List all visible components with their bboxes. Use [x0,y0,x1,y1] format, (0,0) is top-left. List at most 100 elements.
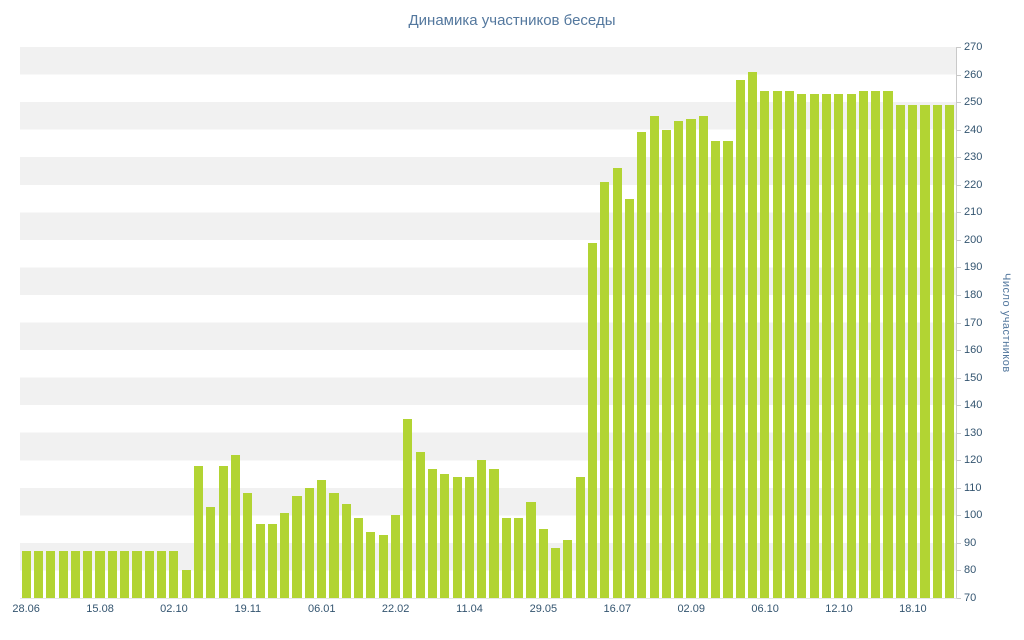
y-axis-tick-label: 170 [964,316,983,329]
x-axis-labels: 28.06 15.08 02.10 19.11 06.01 22.02 11.04 29.05… [12,603,956,619]
bar [883,91,893,598]
y-axis-tick [957,432,961,434]
y-axis-tick-label: 100 [964,509,983,522]
bar [181,570,191,598]
bar [514,518,524,598]
bar [920,104,930,598]
y-axis-tick [957,74,961,76]
bar [538,529,548,598]
bar [292,496,302,598]
y-axis-tick [957,157,961,159]
bar [711,140,721,598]
y-axis-tick [957,239,961,241]
bar [452,476,462,598]
bar [46,551,56,598]
y-axis-tick [957,350,961,352]
plot-area [20,47,957,599]
y-axis-tick-label: 180 [964,288,983,301]
bar [797,93,807,598]
bar [255,523,265,598]
bar [58,551,68,598]
bar [169,551,179,598]
bar [341,504,351,598]
y-axis-tick [957,405,961,407]
x-axis-tick-label: 22.02 [381,603,410,615]
bar [107,551,117,598]
bar [637,132,647,598]
y-axis-tick [957,487,961,489]
y-axis-tick [957,515,961,517]
y-axis-ticks [957,47,961,599]
bar [157,551,167,598]
y-axis-tick [957,47,961,48]
bar [70,551,80,598]
bar [218,465,228,598]
bar [895,104,905,598]
bar [390,515,401,598]
bar [821,93,832,598]
bar [243,493,253,598]
bar [600,182,610,598]
bar [735,80,745,598]
y-axis-tick-label: 120 [964,454,983,467]
bar [587,242,598,598]
bar [846,93,856,598]
bar [858,91,868,598]
y-axis-tick-label: 220 [964,178,983,191]
bar [501,518,511,598]
bar [317,479,327,598]
x-axis-tick-label: 15.08 [86,603,114,615]
y-axis-title: Число участников [1000,272,1012,373]
y-axis-tick-label: 80 [964,564,977,577]
bar [132,551,142,598]
bar [563,540,573,598]
y-axis-tick [957,212,961,214]
bar [304,487,314,598]
bar [378,534,388,598]
bar [230,454,241,598]
bar [144,551,154,598]
x-axis-tick-label: 12.10 [825,603,853,615]
y-axis-tick [957,294,961,296]
x-axis-tick-label: 28.06 [12,603,40,615]
y-axis-tick [957,267,961,269]
bar [477,460,487,598]
bar [575,476,585,598]
bar [83,551,93,598]
y-axis-tick [957,542,961,544]
y-axis-tick-label: 110 [964,481,982,494]
y-axis-tick-label: 140 [964,399,983,412]
y-axis-tick-label: 130 [964,426,983,439]
chart-title: Динамика участников беседы [408,12,616,29]
bar [661,129,671,598]
y-axis-tick [957,184,961,186]
bar [440,474,450,598]
bar [206,507,216,598]
y-axis-tick [957,460,961,462]
bar [489,468,499,598]
bar [267,523,277,598]
x-axis-tick-label: 02.10 [160,603,188,615]
y-axis-tick-label: 250 [964,96,983,109]
bar [21,551,31,598]
bar [464,476,474,598]
bar [624,198,635,598]
bar [427,468,438,598]
bar [760,91,770,598]
bar [95,551,105,598]
y-axis-tick [957,377,961,379]
bar [551,548,561,598]
y-axis-tick [957,570,961,572]
bar [784,91,795,598]
y-axis-tick-label: 270 [964,41,983,53]
bar [698,115,708,598]
x-axis-tick-label: 06.01 [307,603,336,615]
x-axis-tick-label: 19.11 [234,603,262,615]
bar [809,93,819,598]
bar [415,452,425,598]
y-axis-tick [957,598,961,599]
bar [834,93,844,598]
x-axis-tick-label: 16.07 [603,603,632,615]
bars-container [20,47,956,598]
y-axis-tick [957,129,961,131]
